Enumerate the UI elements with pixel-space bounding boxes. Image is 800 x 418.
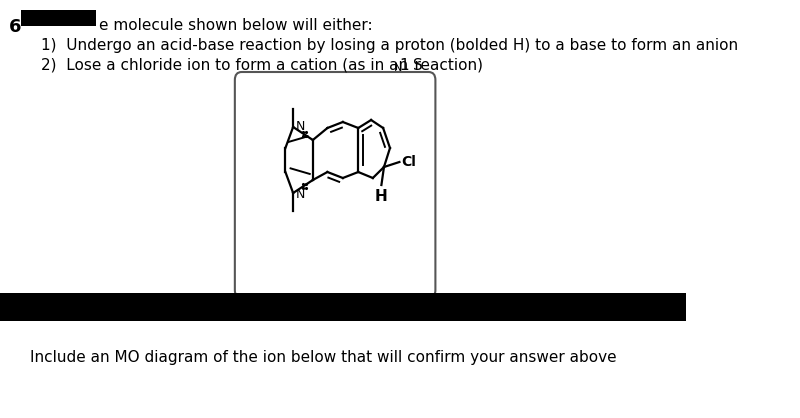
Text: e molecule shown below will either:: e molecule shown below will either:: [98, 18, 372, 33]
Text: Include an MO diagram of the ion below that will confirm your answer above: Include an MO diagram of the ion below t…: [30, 350, 617, 365]
Text: Cl: Cl: [401, 155, 416, 169]
Text: 1)  Undergo an acid-base reaction by losing a proton (bolded H) to a base to for: 1) Undergo an acid-base reaction by losi…: [41, 38, 738, 53]
Text: N: N: [394, 63, 402, 73]
Text: 1 reaction): 1 reaction): [400, 58, 483, 73]
FancyBboxPatch shape: [235, 72, 435, 298]
Bar: [21, 10, 96, 26]
Text: 6: 6: [9, 18, 21, 36]
Text: N: N: [296, 188, 305, 201]
Bar: [0, 293, 686, 321]
Text: H: H: [375, 189, 388, 204]
Text: 2)  Lose a chloride ion to form a cation (as in an S: 2) Lose a chloride ion to form a cation …: [41, 58, 423, 73]
Text: N: N: [296, 120, 305, 133]
